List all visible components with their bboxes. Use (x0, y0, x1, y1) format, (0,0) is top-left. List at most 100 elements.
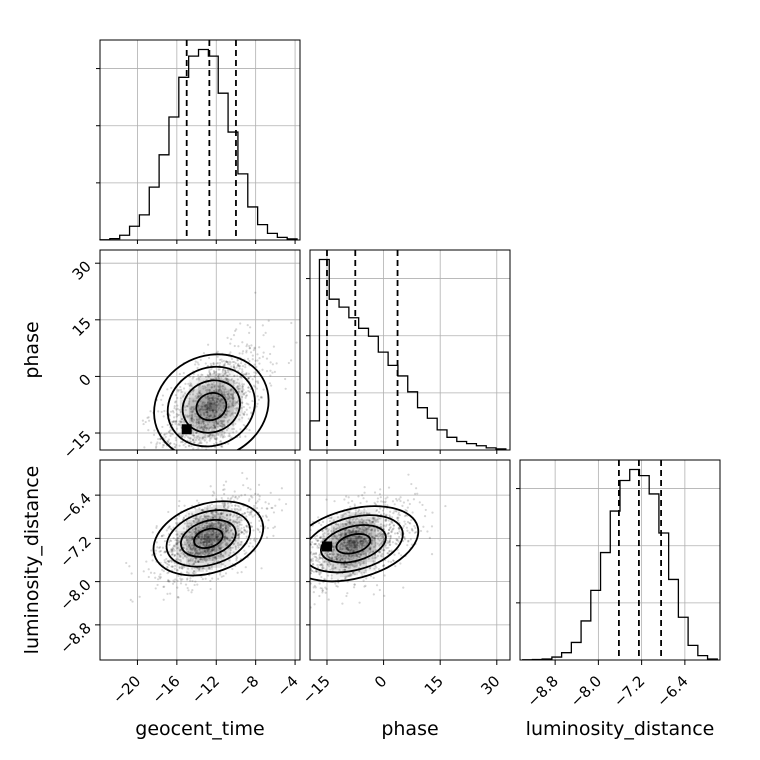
sample-point (351, 548, 354, 551)
sample-point (226, 374, 229, 377)
histogram-luminosity_distance (522, 468, 718, 661)
sample-point (195, 538, 198, 541)
sample-point (237, 544, 240, 547)
sample-point (180, 571, 183, 574)
sample-point (236, 401, 239, 404)
sample-point (240, 571, 243, 574)
sample-point (237, 537, 240, 540)
sample-point (233, 360, 236, 364)
sample-point (163, 433, 166, 436)
sample-point (379, 534, 382, 537)
sample-point (206, 507, 209, 510)
sample-point (210, 437, 213, 440)
sample-point (241, 368, 244, 371)
sample-point (208, 399, 211, 403)
sample-point (329, 563, 332, 566)
sample-point (209, 579, 212, 582)
sample-point (406, 506, 409, 509)
sample-point (376, 518, 379, 521)
sample-point (362, 497, 365, 500)
sample-point (224, 526, 227, 529)
sample-point (428, 536, 431, 539)
sample-point (213, 384, 216, 387)
sample-point (195, 531, 198, 534)
sample-point (351, 529, 355, 533)
sample-point (388, 514, 391, 517)
sample-point (200, 441, 203, 445)
sample-point (174, 529, 177, 532)
sample-point (332, 552, 335, 556)
sample-point (188, 522, 191, 525)
sample-point (230, 396, 233, 400)
sample-point (331, 545, 334, 549)
sample-point (266, 507, 269, 510)
sample-point (343, 541, 346, 544)
sample-point (168, 559, 172, 562)
sample-point (200, 575, 203, 578)
sample-point (256, 500, 259, 503)
sample-point (314, 570, 318, 573)
sample-point (290, 321, 293, 325)
sample-point (265, 515, 268, 519)
sample-point (330, 530, 333, 533)
sample-point (195, 417, 198, 420)
sample-point (215, 557, 218, 561)
sample-point (370, 538, 374, 542)
sample-point (226, 497, 230, 500)
sample-point (213, 412, 217, 415)
sample-point (230, 365, 233, 368)
sample-point (216, 377, 219, 380)
density-cell (366, 535, 376, 545)
sample-point (371, 535, 374, 538)
sample-point (176, 541, 179, 544)
sample-point (201, 552, 204, 555)
sample-point (197, 519, 200, 522)
sample-point (381, 533, 384, 536)
sample-point (385, 547, 388, 550)
sample-point (200, 509, 203, 512)
sample-point (181, 441, 184, 444)
sample-point (346, 510, 349, 513)
sample-point (240, 531, 243, 534)
density-cell (375, 515, 385, 525)
sample-point (223, 516, 226, 519)
sample-point (225, 524, 228, 528)
sample-point (176, 404, 179, 407)
sample-point (415, 487, 418, 490)
density-cell (366, 517, 376, 527)
sample-point (380, 542, 383, 545)
sample-point (228, 418, 231, 422)
sample-point (206, 410, 209, 414)
sample-point (366, 541, 369, 544)
sample-point (151, 531, 154, 534)
sample-point (224, 530, 228, 533)
sample-point (343, 569, 346, 572)
sample-point (221, 502, 224, 505)
sample-point (349, 537, 352, 540)
sample-point (208, 397, 211, 400)
sample-point (366, 527, 370, 530)
sample-point (240, 376, 243, 379)
sample-point (224, 526, 227, 529)
sample-point (231, 531, 234, 535)
sample-point (240, 531, 243, 534)
sample-point (204, 411, 208, 414)
sample-point (189, 547, 192, 550)
sample-point (187, 551, 190, 554)
density-cell (233, 395, 243, 405)
sample-point (335, 558, 338, 561)
sample-point (347, 554, 351, 557)
sample-point (202, 509, 205, 512)
sample-point (377, 535, 380, 538)
sample-point (264, 331, 267, 334)
density-cell (330, 570, 340, 580)
sample-point (361, 521, 364, 525)
sample-point (217, 386, 220, 389)
sample-point (174, 445, 177, 448)
sample-point (196, 418, 199, 421)
sample-point (241, 387, 244, 390)
sample-point (171, 565, 174, 568)
sample-point (313, 603, 316, 606)
sample-point (163, 559, 166, 562)
sample-point (210, 386, 213, 389)
